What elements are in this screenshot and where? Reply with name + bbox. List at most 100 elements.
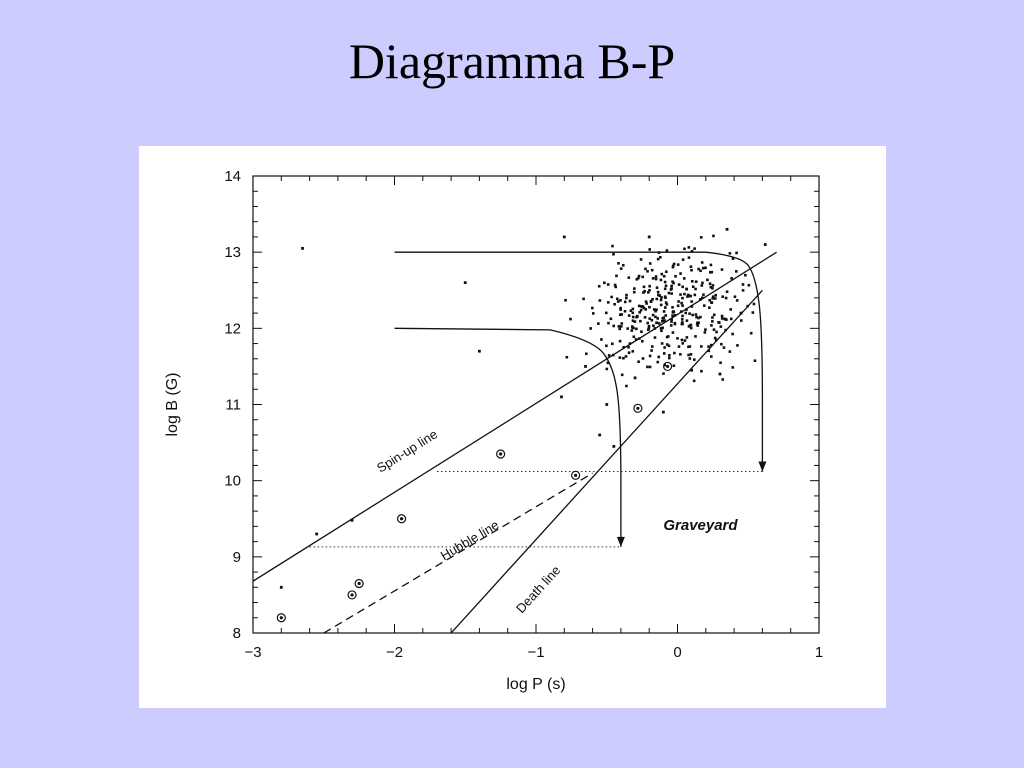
graveyard-label: Graveyard [663, 517, 738, 534]
pulsar-point [714, 297, 717, 300]
pulsar-point [661, 319, 664, 323]
pulsar-point [565, 355, 569, 359]
pulsar-point [685, 287, 688, 291]
pulsar-point [712, 234, 715, 238]
pulsar-point [662, 310, 666, 313]
pulsar-point [701, 281, 704, 285]
x-tick-label: −2 [386, 644, 403, 661]
pulsar-point [720, 342, 723, 346]
pulsar-point [641, 339, 644, 343]
pulsar-point [722, 346, 726, 349]
pulsar-point [612, 324, 616, 328]
pulsar-point [616, 300, 620, 303]
pulsar-point [671, 280, 674, 284]
pulsar-point [694, 313, 698, 316]
pulsar-point [657, 293, 660, 297]
pulsar-point [701, 266, 705, 270]
pulsar-point [637, 276, 640, 280]
y-tick-label: 13 [224, 244, 241, 261]
pulsar-point [649, 300, 653, 304]
pulsar-point [650, 345, 654, 348]
pulsar-point [723, 317, 727, 321]
pulsar-point [585, 352, 588, 356]
x-axis-title: log P (s) [506, 676, 565, 693]
pulsar-point [622, 356, 625, 360]
pulsar-point [685, 336, 689, 339]
pulsar-point [704, 266, 707, 270]
pulsar-point [624, 355, 628, 358]
pulsar-point [662, 372, 665, 375]
pulsar-point [689, 326, 693, 330]
pulsar-point [638, 337, 641, 340]
pulsar-point [650, 349, 653, 352]
pulsar-point [618, 327, 622, 331]
pulsar-point [693, 247, 696, 250]
pulsar-point [605, 344, 608, 348]
pulsar-point [656, 290, 660, 294]
pulsar-point [635, 277, 639, 281]
pulsar-point [693, 293, 697, 297]
pulsar-point [703, 331, 707, 334]
pulsar-point [695, 315, 698, 319]
pulsar-point [661, 410, 665, 414]
pulsar-point [619, 308, 622, 311]
y-tick-label: 12 [224, 320, 241, 337]
pulsar-point [632, 335, 636, 339]
pulsar-point [646, 321, 650, 325]
pulsar-point [674, 274, 677, 278]
pulsar-point [665, 343, 669, 346]
pulsar-point [647, 324, 651, 328]
pulsar-point [690, 300, 693, 303]
pulsar-point [670, 292, 673, 295]
evolution-track-1 [394, 251, 764, 472]
pulsar-point [752, 302, 756, 306]
pulsar-point [646, 270, 649, 273]
pulsar-point [627, 345, 630, 349]
plot-area [253, 227, 777, 633]
pulsar-point [628, 342, 632, 345]
pulsar-point [694, 335, 697, 338]
pulsar-point [625, 296, 628, 300]
pulsar-point [672, 310, 676, 314]
pulsar-point [604, 311, 608, 315]
binary-pulsar-circle [633, 403, 643, 413]
pulsar-point [653, 336, 657, 339]
pulsar-point [670, 320, 673, 323]
pulsar-point [700, 296, 704, 300]
pulsar-point [648, 288, 651, 292]
pulsar-point [617, 325, 621, 328]
pulsar-point [680, 301, 683, 305]
pulsar-point [611, 353, 615, 357]
pulsar-point [654, 315, 657, 319]
binary-pulsar-circle [276, 613, 286, 623]
pulsar-point [625, 384, 628, 388]
pulsar-point [664, 270, 668, 274]
pulsar-point [613, 302, 616, 306]
pulsar-point [623, 309, 627, 313]
pulsar-point [736, 344, 739, 347]
pulsar-point [657, 251, 661, 254]
pulsar-point [669, 324, 673, 327]
binary-pulsar-dot [636, 406, 640, 410]
death-line [450, 289, 763, 633]
pulsar-point [639, 258, 643, 261]
pulsar-point [659, 327, 663, 330]
pulsar-point [690, 368, 694, 372]
pulsar-point [690, 249, 694, 253]
pulsar-point [711, 297, 715, 300]
pulsar-point [679, 310, 683, 313]
pulsar-point [660, 329, 663, 333]
pulsar-point [741, 283, 745, 286]
pulsar-point [627, 351, 631, 355]
pulsar-point [463, 281, 467, 285]
pulsar-point [598, 299, 602, 302]
pulsar-point [654, 309, 657, 313]
pulsar-point [725, 290, 729, 294]
y-tick-label: 9 [233, 549, 241, 566]
pulsar-point [597, 322, 600, 325]
pulsar-point [648, 248, 652, 251]
pulsar-point [620, 373, 624, 377]
pulsar-point [645, 302, 648, 305]
y-tick-label: 11 [225, 397, 241, 414]
